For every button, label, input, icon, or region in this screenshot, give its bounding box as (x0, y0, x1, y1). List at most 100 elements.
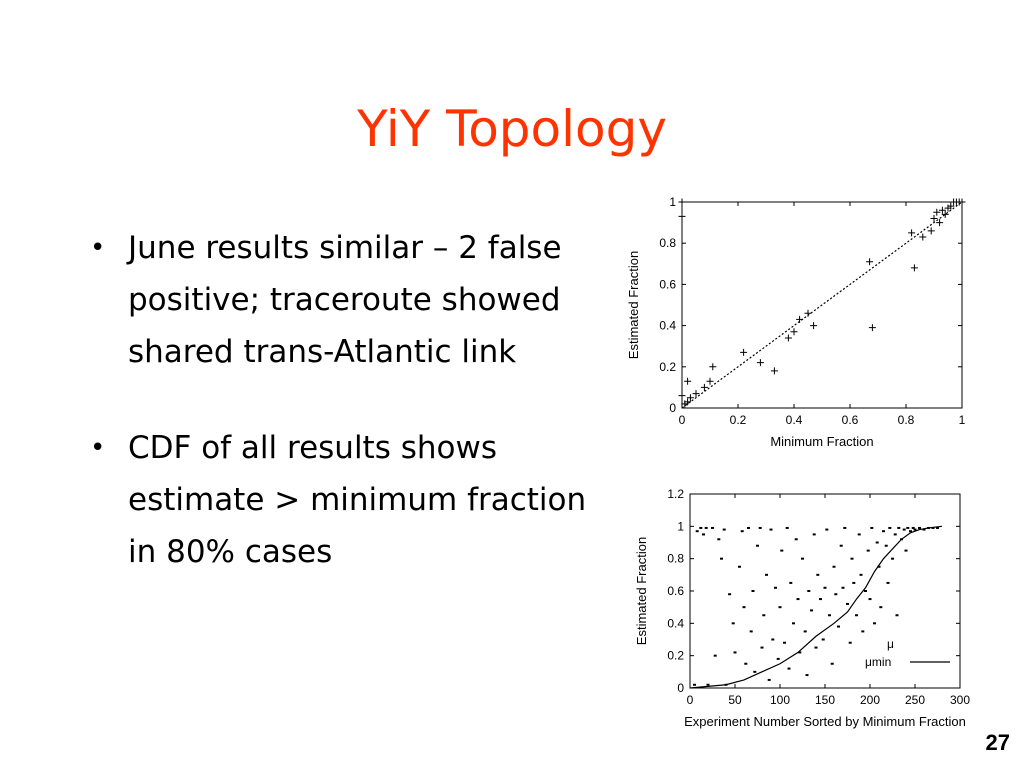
bullet-item: • June results similar – 2 false positiv… (90, 222, 600, 378)
data-point (823, 586, 827, 589)
data-point (897, 526, 901, 529)
x-tick-label: 250 (905, 693, 925, 707)
data-point (893, 533, 897, 536)
x-tick-label: 50 (728, 693, 742, 707)
slide-title: YiY Topology (357, 100, 667, 158)
data-point (861, 630, 865, 633)
data-point (717, 538, 721, 541)
data-point (709, 363, 717, 371)
data-point (771, 638, 775, 641)
data-point (857, 533, 861, 536)
data-point (790, 328, 798, 336)
data-point (740, 530, 744, 533)
data-point (765, 573, 768, 576)
data-point (947, 202, 955, 210)
x-tick-label: 0.6 (842, 413, 859, 427)
data-point (805, 674, 809, 677)
y-tick-label: 0 (677, 681, 684, 695)
bullet-text: CDF of all results shows estimate > mini… (128, 430, 587, 570)
x-tick-label: 0.4 (786, 413, 803, 427)
data-point (678, 198, 686, 206)
data-point (911, 526, 915, 529)
data-point (877, 565, 881, 568)
legend-label: μmin (865, 655, 891, 669)
data-point (702, 533, 705, 536)
x-tick-label: 0.2 (730, 413, 747, 427)
series-line (681, 201, 963, 409)
y-tick-label: 0.8 (659, 236, 676, 250)
x-tick-label: 100 (770, 693, 790, 707)
data-point (850, 557, 854, 560)
data-point (848, 641, 852, 644)
data-point (756, 544, 759, 547)
data-point (720, 557, 723, 560)
data-point (841, 586, 845, 589)
data-point (778, 606, 782, 609)
scatter-chart-minimum-vs-estimated: 0 0.2 0.4 0.6 0.8 1 0 0.2 0.4 0.6 0.8 1 Minimum Frac… (626, 195, 966, 449)
data-point (888, 526, 892, 529)
data-point (913, 528, 917, 531)
data-point (704, 526, 708, 529)
data-point (801, 557, 804, 560)
data-point (834, 593, 838, 596)
data-point (918, 526, 921, 529)
data-point (742, 606, 746, 609)
data-point (930, 214, 938, 222)
data-point (769, 528, 773, 531)
data-point (910, 264, 918, 272)
data-point (941, 210, 949, 218)
data-point (756, 359, 764, 367)
data-point (819, 598, 822, 601)
data-point (684, 398, 692, 406)
plot-frame (689, 493, 961, 689)
x-axis-label: Experiment Number Sorted by Minimum Frac… (684, 714, 966, 729)
x-tick-label: 0 (679, 413, 686, 427)
data-point (783, 641, 786, 644)
y-tick-label: 1 (677, 519, 684, 533)
y-tick-label: 0 (669, 401, 676, 415)
data-point (882, 530, 885, 533)
x-axis-label: Minimum Fraction (770, 434, 873, 449)
data-point (906, 526, 910, 529)
data-point (706, 377, 714, 385)
bullet-list: • June results similar – 2 false positiv… (90, 222, 600, 622)
data-point (884, 544, 888, 547)
data-point (706, 683, 710, 686)
data-point (776, 657, 780, 660)
data-point (744, 662, 748, 665)
data-point (958, 198, 966, 206)
x-tick-label: 0 (687, 693, 694, 707)
data-point (908, 229, 916, 237)
data-point (762, 614, 766, 617)
y-axis-label: Estimated Fraction (626, 251, 641, 359)
data-point (678, 392, 686, 400)
data-point (936, 526, 939, 529)
data-point (927, 227, 935, 235)
data-point (870, 526, 874, 529)
x-tick-label: 150 (815, 693, 835, 707)
data-point (814, 646, 818, 649)
bullet-icon: • (90, 433, 106, 463)
data-point (792, 622, 795, 625)
data-point (922, 528, 926, 531)
data-point (713, 654, 717, 657)
data-point (684, 377, 692, 385)
data-point (904, 549, 908, 552)
data-point (767, 678, 771, 681)
data-point (711, 526, 714, 529)
data-point (733, 651, 737, 654)
data-point (785, 526, 789, 529)
data-point (789, 581, 793, 584)
y-tick-label: 0.6 (667, 584, 684, 598)
data-point (879, 606, 883, 609)
data-point (678, 212, 686, 220)
data-point (731, 622, 735, 625)
data-point (753, 670, 757, 673)
data-point (807, 590, 811, 592)
data-point (938, 206, 946, 214)
series-line (689, 525, 943, 689)
data-point (747, 526, 750, 529)
data-point (837, 625, 840, 628)
data-point (933, 208, 941, 216)
data-point (812, 533, 816, 536)
